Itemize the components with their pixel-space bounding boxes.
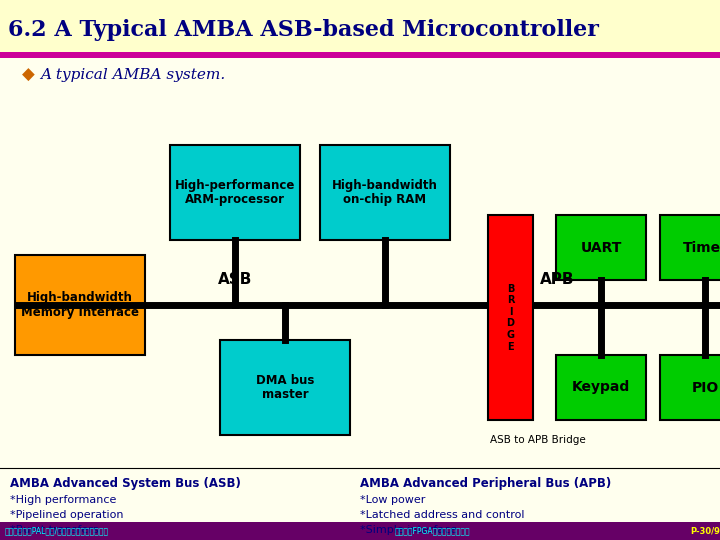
Bar [320,145,450,240]
Bar [170,145,300,240]
Text: Keypad: Keypad [572,381,630,395]
Text: *Latched address and control: *Latched address and control [360,510,524,520]
Text: High-bandwidth
on-chip RAM: High-bandwidth on-chip RAM [332,179,438,206]
Text: ◆: ◆ [22,66,35,84]
Text: B
R
I
D
G
E: B R I D G E [506,284,515,352]
Bar [556,355,646,420]
Text: High-bandwidth
Memory Interface: High-bandwidth Memory Interface [21,291,139,319]
Bar [488,215,533,420]
Text: 第六章：FPGA引擎硬體介面設計: 第六章：FPGA引擎硬體介面設計 [395,526,471,536]
Bar [0,522,720,540]
Text: *High performance: *High performance [10,495,117,505]
Bar [15,255,145,355]
Text: AMBA Advanced System Bus (ASB): AMBA Advanced System Bus (ASB) [10,477,241,490]
Text: *Low power: *Low power [360,495,426,505]
Text: ASB: ASB [218,273,252,287]
Bar [660,355,720,420]
Bar [220,340,350,435]
Bar [0,52,720,58]
Text: DMA bus
master: DMA bus master [256,374,314,402]
Text: A typical AMBA system.: A typical AMBA system. [40,68,225,82]
Text: Timer: Timer [683,240,720,254]
Text: APB: APB [540,273,575,287]
Text: *Burst transfers: *Burst transfers [10,525,99,535]
Bar [0,0,720,52]
Text: High-performance
ARM-processor: High-performance ARM-processor [175,179,295,206]
Bar [660,215,720,280]
Bar [556,215,646,280]
Text: PIO: PIO [691,381,719,395]
Text: P-30/93: P-30/93 [690,526,720,536]
Text: AMBA Advanced Peripheral Bus (APB): AMBA Advanced Peripheral Bus (APB) [360,477,611,490]
Text: ASB to APB Bridge: ASB to APB Bridge [490,435,586,445]
Text: UART: UART [580,240,621,254]
Text: 6.2 A Typical AMBA ASB-based Microcontroller: 6.2 A Typical AMBA ASB-based Microcontro… [8,19,599,41]
Text: 教育部顏問室PAL幕型/系統型層次硬體整合設計: 教育部顏問室PAL幕型/系統型層次硬體整合設計 [5,526,109,536]
Text: *Pipelined operation: *Pipelined operation [10,510,124,520]
Text: *Simple interface: *Simple interface [360,525,457,535]
